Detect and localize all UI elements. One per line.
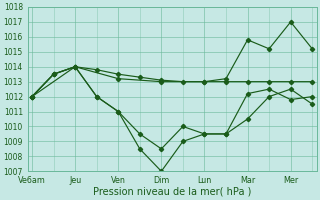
X-axis label: Pression niveau de la mer( hPa ): Pression niveau de la mer( hPa ) <box>93 187 251 197</box>
